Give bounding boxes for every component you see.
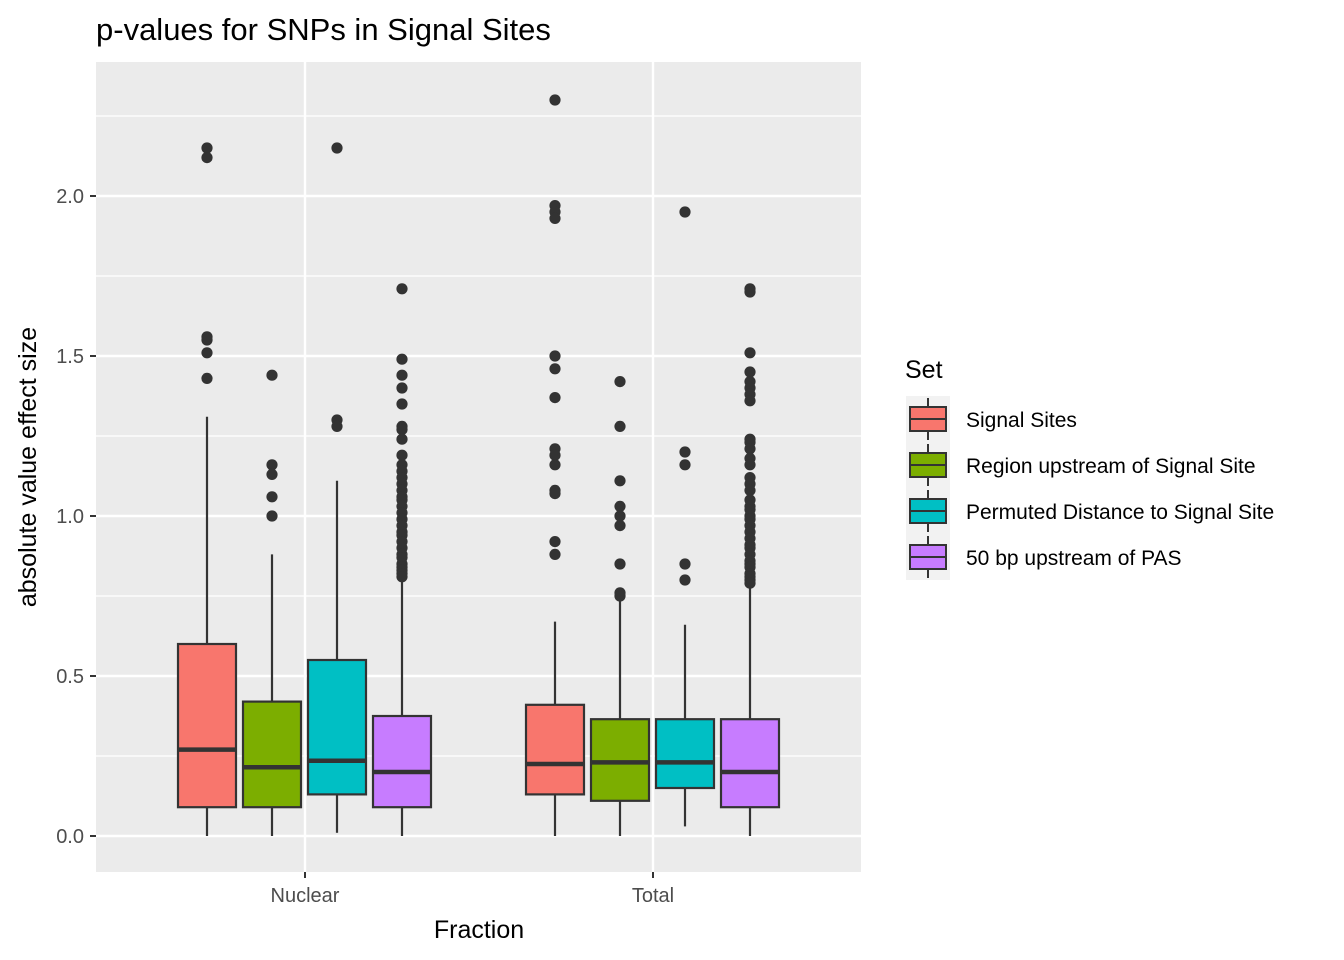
box-iqr [719, 718, 781, 809]
legend-label: Signal Sites [966, 409, 1077, 432]
outlier-point [396, 382, 408, 394]
outlier-point [396, 449, 408, 461]
box-50-bp-upstream-of-pas-total [719, 283, 781, 836]
outlier-point [396, 398, 408, 410]
box-iqr [176, 642, 238, 809]
x-tick-label: Total [632, 885, 674, 907]
box-iqr [524, 703, 586, 796]
outlier-point [679, 206, 691, 218]
box-layer [176, 94, 781, 836]
y-tick-label: 2.0 [56, 186, 84, 208]
box-iqr [589, 718, 651, 802]
outlier-point [549, 350, 561, 362]
outlier-point [614, 500, 626, 512]
outlier-point [396, 369, 408, 381]
legend-label: Region upstream of Signal Site [966, 455, 1256, 478]
outlier-point [614, 558, 626, 570]
outlier-point [396, 424, 408, 436]
outlier-point [744, 366, 756, 378]
outlier-point [266, 459, 278, 471]
outlier-point [614, 510, 626, 522]
outlier-point [266, 468, 278, 480]
outlier-point [549, 536, 561, 548]
outlier-point [679, 459, 691, 471]
outlier-point [744, 443, 756, 455]
outlier-point [549, 459, 561, 471]
y-tick-label: 0.0 [56, 826, 84, 848]
outlier-point [201, 152, 213, 164]
outlier-point [614, 590, 626, 602]
outlier-point [549, 488, 561, 500]
outlier-point [744, 347, 756, 359]
outlier-point [744, 459, 756, 471]
legend-keys: Signal Sites Region upstream of Signal Si… [906, 396, 1274, 580]
y-tick-label: 1.5 [56, 346, 84, 368]
box-50-bp-upstream-of-pas-nuclear [371, 283, 433, 836]
outlier-point [201, 142, 213, 154]
legend-item: Region upstream of Signal Site [906, 442, 1256, 488]
grid-lines [96, 62, 861, 872]
outlier-point [744, 286, 756, 298]
outlier-point [549, 212, 561, 224]
box-iqr [241, 700, 303, 809]
outlier-point [549, 392, 561, 404]
outlier-point [549, 94, 561, 106]
box-iqr [654, 718, 716, 790]
outlier-point [331, 142, 343, 154]
outlier-point [614, 475, 626, 487]
outlier-point [266, 491, 278, 503]
outlier-point [679, 558, 691, 570]
box-region-upstream-of-signal-site-nuclear [241, 369, 303, 836]
outlier-point [744, 577, 756, 589]
outlier-point [614, 376, 626, 388]
box-signal-sites-total [524, 94, 586, 836]
axis-layer: 0.0 0.5 1.0 1.5 2.0 Nuclear Total [56, 186, 674, 907]
outlier-point [679, 446, 691, 458]
y-tick-label: 0.5 [56, 666, 84, 688]
box-permuted-distance-to-signal-site-total [654, 206, 716, 827]
outlier-point [331, 420, 343, 432]
y-axis-label: absolute value effect size [14, 327, 42, 607]
legend-label: 50 bp upstream of PAS [966, 547, 1182, 570]
outlier-point [396, 433, 408, 445]
outlier-point [266, 510, 278, 522]
box-iqr [306, 658, 368, 796]
box-permuted-distance-to-signal-site-nuclear [306, 142, 368, 833]
legend-item: 50 bp upstream of PAS [906, 534, 1182, 580]
outlier-point [266, 369, 278, 381]
x-tick-label: Nuclear [271, 885, 340, 907]
legend-title: Set [905, 356, 943, 384]
outlier-point [201, 334, 213, 346]
outlier-point [744, 484, 756, 496]
box-signal-sites-nuclear [176, 142, 238, 836]
y-tick-label: 1.0 [56, 506, 84, 528]
outlier-point [614, 420, 626, 432]
box-region-upstream-of-signal-site-total [589, 376, 651, 836]
outlier-point [614, 520, 626, 532]
outlier-point [396, 283, 408, 295]
legend-label: Permuted Distance to Signal Site [966, 501, 1274, 524]
outlier-point [679, 574, 691, 586]
legend-item: Signal Sites [906, 396, 1077, 442]
outlier-point [201, 347, 213, 359]
chart-title: p-values for SNPs in Signal Sites [96, 12, 551, 47]
legend: Set Signal Sites Region upstream of Signa… [905, 356, 1274, 580]
outlier-point [396, 353, 408, 365]
outlier-point [549, 548, 561, 561]
outlier-point [396, 571, 408, 583]
box-iqr [371, 714, 433, 809]
x-axis-label: Fraction [434, 916, 524, 944]
outlier-point [201, 372, 213, 384]
outlier-point [549, 363, 561, 375]
outlier-point [744, 395, 756, 407]
outlier-point [549, 449, 561, 461]
legend-item: Permuted Distance to Signal Site [906, 488, 1274, 534]
